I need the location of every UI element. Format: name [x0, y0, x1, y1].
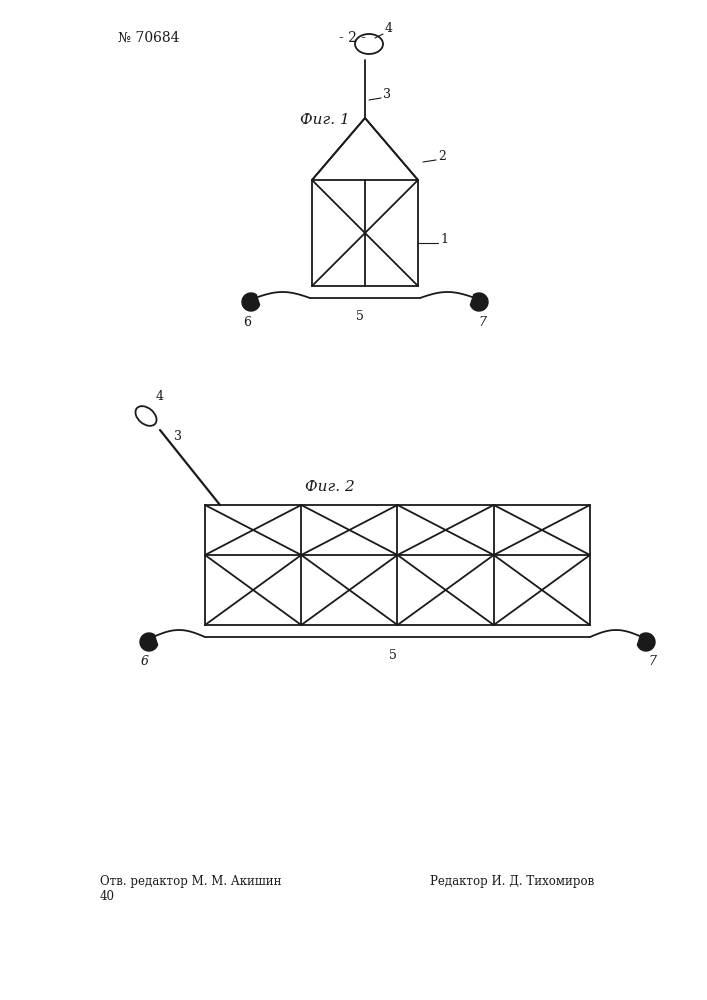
Polygon shape [470, 293, 488, 311]
Polygon shape [140, 633, 158, 651]
Text: 5: 5 [356, 310, 364, 323]
Text: Фиг. 1: Фиг. 1 [300, 113, 350, 127]
Text: 1: 1 [440, 233, 448, 246]
Polygon shape [242, 293, 259, 311]
Text: 4: 4 [385, 22, 393, 35]
Text: - 2 -: - 2 - [339, 31, 366, 45]
Text: 4: 4 [156, 390, 164, 403]
Text: 5: 5 [389, 649, 397, 662]
Text: № 70684: № 70684 [118, 31, 180, 45]
Text: Редактор И. Д. Тихомиров: Редактор И. Д. Тихомиров [430, 876, 595, 888]
Text: Фиг. 2: Фиг. 2 [305, 480, 355, 494]
Text: 3: 3 [174, 430, 182, 443]
Text: Отв. редактор М. М. Акишин: Отв. редактор М. М. Акишин [100, 876, 281, 888]
Text: 6: 6 [243, 316, 251, 329]
Text: 6: 6 [141, 655, 149, 668]
Text: 40: 40 [100, 890, 115, 902]
Text: 3: 3 [383, 88, 391, 101]
Polygon shape [638, 633, 655, 651]
Text: 7: 7 [478, 316, 486, 329]
Text: 7: 7 [648, 655, 656, 668]
Text: 2: 2 [438, 150, 446, 163]
